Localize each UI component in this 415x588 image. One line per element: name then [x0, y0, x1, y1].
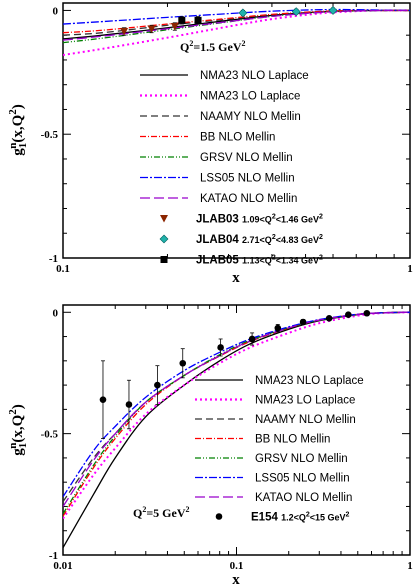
legend: NMA23 NLO Laplace NMA23 LO Laplace NAAMY N…: [195, 375, 364, 524]
legend-label-7: KATAO NLO Mellin: [255, 492, 352, 504]
legend-label-4: BB NLO Mellin: [200, 132, 275, 144]
series-line-5: [63, 311, 410, 515]
legend-label-6: LSS05 NLO Mellin: [200, 173, 295, 185]
data-point: [154, 381, 161, 389]
legend-label-5: GRSV NLO Mellin: [255, 453, 348, 465]
legend-label-3: NAAMY NLO Mellin: [255, 414, 356, 426]
data-point: [125, 401, 133, 408]
x-tick-label: 0.01: [53, 560, 72, 572]
y-tick-label: -0.5: [41, 129, 59, 141]
legend-label-4: BB NLO Mellin: [255, 434, 330, 446]
series-line-3: [63, 311, 410, 502]
y-tick-label: -1: [49, 550, 58, 562]
legend-marker: [159, 234, 169, 244]
data-points-jlab05: [178, 16, 202, 25]
data-point: [291, 7, 301, 17]
y-tick-label: -1: [49, 253, 58, 265]
legend-label-5: GRSV NLO Mellin: [200, 152, 293, 164]
q2-annotation: Q2=5 GeV2: [133, 505, 190, 520]
legend-marker: [215, 513, 223, 520]
data-points-e154: [99, 309, 371, 439]
legend-label-3: NAAMY NLO Mellin: [200, 111, 301, 123]
series-line-6: [63, 8, 410, 25]
legend-label-jlab04: JLAB04 2.71<Q2<4.83 GeV2: [196, 234, 323, 246]
data-point: [325, 315, 333, 322]
data-point: [217, 344, 224, 351]
data-point: [178, 16, 186, 24]
legend-marker: [160, 256, 168, 263]
x-axis-label: x: [232, 270, 240, 286]
series-line-2: [63, 9, 410, 56]
series-line-7: [63, 9, 410, 41]
data-point: [179, 359, 187, 367]
data-point: [328, 6, 338, 15]
legend-label-jlab05: JLAB05 1.13<Q2<1.34 GeV2: [196, 255, 323, 267]
data-point: [120, 27, 129, 36]
series-line-2: [63, 311, 410, 520]
data-point: [248, 335, 256, 343]
legend-label-1: NMA23 NLO Laplace: [255, 375, 364, 387]
y-axis-label: g1n(x,Q2): [7, 104, 29, 156]
data-point: [99, 396, 107, 403]
series-line-4: [63, 9, 410, 34]
series-line-3: [63, 9, 410, 36]
legend-label-2: NMA23 LO Laplace: [200, 91, 300, 103]
legend-marker: [160, 215, 168, 223]
curves: [63, 8, 410, 56]
legend-label-7: KATAO NLO Mellin: [200, 193, 297, 205]
x-tick-label: 1: [407, 560, 413, 572]
data-point: [170, 23, 179, 31]
y-tick-label: -0.5: [41, 429, 59, 441]
legend: NMA23 NLO Laplace NMA23 LO Laplace NAAMY N…: [140, 70, 323, 267]
x-axis-label: x: [232, 572, 240, 588]
chart-panel-2: 0.01 0.1 1 0 -0.5 -1 x g1n(x,Q2) Q2=5 GeV2 NMA23 …: [7, 304, 413, 588]
plot-frame: [62, 2, 411, 259]
curves: [63, 311, 410, 549]
data-point: [299, 318, 307, 326]
legend-label-jlab03: JLAB03 1.09<Q2<1.46 GeV2: [196, 214, 323, 226]
y-tick-label: 0: [53, 307, 59, 319]
data-points-jlab04: [238, 6, 338, 18]
y-tick-label: 0: [53, 5, 59, 17]
x-tick-label: 0.1: [56, 263, 70, 275]
chart-panel-1: 0.1 1 0 -0.5 -1 x g1n(x,Q2) Q2=1.5 GeV2 NMA23 NL…: [7, 2, 413, 286]
data-points-jlab03: [120, 22, 179, 36]
x-tick-label: 0.1: [230, 560, 244, 572]
data-point: [345, 311, 352, 319]
series-line-6: [63, 311, 410, 498]
data-point: [274, 324, 282, 332]
data-point: [363, 309, 371, 317]
legend-label-6: LSS05 NLO Mellin: [255, 473, 350, 485]
y-axis-label: g1n(x,Q2): [7, 404, 29, 456]
q2-annotation: Q2=1.5 GeV2: [180, 39, 246, 54]
legend-label-e154: E154 1.2<Q2<15 GeV2: [251, 512, 350, 524]
data-point: [194, 16, 202, 24]
legend-label-2: NMA23 LO Laplace: [255, 395, 355, 407]
series-line-5: [63, 9, 410, 44]
plot-frame: [62, 304, 411, 556]
series-line-4: [63, 311, 410, 517]
data-point: [147, 25, 156, 33]
data-point: [238, 8, 248, 18]
x-tick-label: 1: [407, 263, 413, 275]
series-line-7: [63, 311, 410, 507]
legend-label-1: NMA23 NLO Laplace: [200, 70, 309, 82]
